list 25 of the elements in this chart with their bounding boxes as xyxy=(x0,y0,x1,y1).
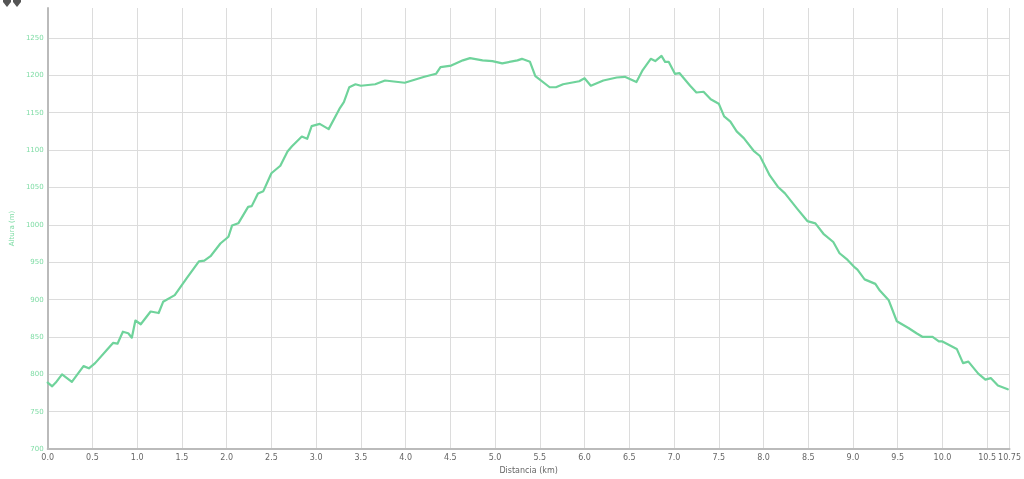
x-tick-label: 1.0 xyxy=(130,452,144,462)
x-tick-label: 5.5 xyxy=(533,452,547,462)
x-tick-label: 9.0 xyxy=(846,452,860,462)
x-tick-label: 8.0 xyxy=(757,452,770,462)
x-tick-label: 3.0 xyxy=(309,452,323,462)
x-tick-label: 10.5 xyxy=(978,452,997,462)
x-tick-label: 9.5 xyxy=(891,452,905,462)
x-tick-label: 10.75 xyxy=(998,452,1021,462)
x-tick-label: 4.5 xyxy=(443,452,457,462)
x-tick-label: 2.5 xyxy=(265,452,278,462)
x-tick-label: 2.0 xyxy=(220,452,234,462)
x-tick-label: 3.5 xyxy=(354,452,368,462)
x-axis-title: Distancia (km) xyxy=(499,465,558,475)
x-tick-label: 8.5 xyxy=(801,452,815,462)
x-tick-label: 1.5 xyxy=(175,452,189,462)
x-tick-label: 7.5 xyxy=(712,452,726,462)
x-tick-label: 5.0 xyxy=(488,452,502,462)
x-tick-label: 4.0 xyxy=(399,452,412,462)
x-tick-label: 7.0 xyxy=(667,452,681,462)
x-tick-label: 0.0 xyxy=(41,452,55,462)
x-tick-label: 6.5 xyxy=(622,452,636,462)
x-tick-label: 10.0 xyxy=(933,452,952,462)
x-tick-label: 0.5 xyxy=(86,452,99,462)
x-tick-label: 6.0 xyxy=(578,452,591,462)
line-series xyxy=(46,54,1009,391)
